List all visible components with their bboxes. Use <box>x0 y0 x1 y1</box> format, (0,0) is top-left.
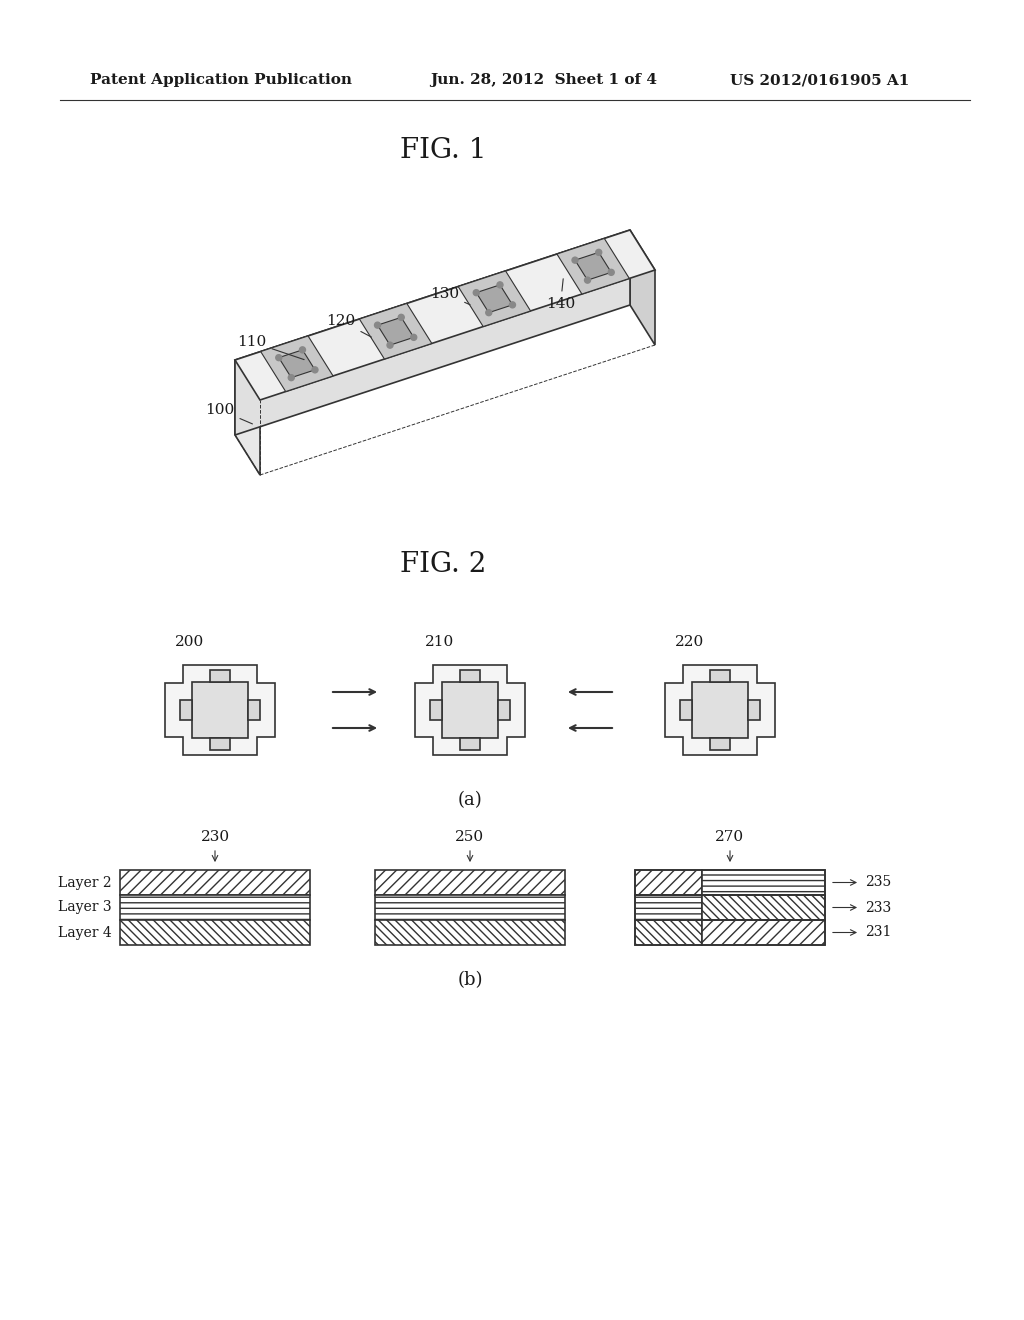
Polygon shape <box>165 665 275 755</box>
Text: Layer 4: Layer 4 <box>58 925 112 940</box>
Bar <box>375 920 565 945</box>
Text: 250: 250 <box>456 830 484 843</box>
Bar <box>635 870 701 895</box>
Text: Layer 3: Layer 3 <box>58 900 112 915</box>
Bar <box>375 870 565 895</box>
Bar <box>701 870 825 895</box>
Bar <box>701 895 825 920</box>
Text: Patent Application Publication: Patent Application Publication <box>90 73 352 87</box>
Polygon shape <box>557 239 630 294</box>
Text: US 2012/0161905 A1: US 2012/0161905 A1 <box>730 73 909 87</box>
Text: FIG. 2: FIG. 2 <box>400 552 486 578</box>
Polygon shape <box>279 350 315 378</box>
Polygon shape <box>234 360 260 475</box>
Bar <box>120 895 310 920</box>
Circle shape <box>473 289 479 296</box>
Bar <box>193 682 248 738</box>
Bar <box>460 738 480 750</box>
Text: 120: 120 <box>327 314 372 337</box>
Bar <box>180 700 193 719</box>
Polygon shape <box>378 317 414 345</box>
Text: 231: 231 <box>865 925 891 940</box>
Text: 110: 110 <box>238 335 304 359</box>
Text: (a): (a) <box>458 791 482 809</box>
Bar <box>710 738 730 750</box>
Circle shape <box>596 249 602 255</box>
Text: 270: 270 <box>716 830 744 843</box>
Polygon shape <box>476 285 512 313</box>
Bar <box>120 920 310 945</box>
Bar <box>375 870 565 895</box>
Circle shape <box>585 277 591 284</box>
Circle shape <box>608 269 614 276</box>
Circle shape <box>289 375 294 380</box>
Bar <box>635 895 825 920</box>
Text: 220: 220 <box>676 635 705 649</box>
Text: 235: 235 <box>865 875 891 890</box>
Bar <box>248 700 260 719</box>
Bar <box>635 870 825 895</box>
Text: (b): (b) <box>458 972 482 989</box>
Bar <box>498 700 510 719</box>
Text: 140: 140 <box>546 279 575 310</box>
Circle shape <box>411 334 417 341</box>
Text: 200: 200 <box>175 635 205 649</box>
Bar <box>375 895 565 920</box>
Bar <box>635 920 825 945</box>
Bar <box>375 895 565 920</box>
Circle shape <box>312 367 318 372</box>
Bar <box>442 682 498 738</box>
Bar <box>701 895 825 920</box>
Circle shape <box>275 355 282 360</box>
Bar <box>210 738 230 750</box>
Polygon shape <box>665 665 775 755</box>
Text: Layer 2: Layer 2 <box>58 875 112 890</box>
Bar <box>701 920 825 945</box>
Bar <box>430 700 442 719</box>
Polygon shape <box>234 230 630 436</box>
Circle shape <box>497 282 503 288</box>
Bar <box>748 700 760 719</box>
Circle shape <box>387 342 393 348</box>
Text: 233: 233 <box>865 900 891 915</box>
Polygon shape <box>458 271 530 326</box>
Bar <box>120 895 310 920</box>
Circle shape <box>299 347 305 352</box>
Circle shape <box>510 302 515 308</box>
Text: 210: 210 <box>425 635 455 649</box>
Bar <box>120 870 310 895</box>
Bar <box>210 671 230 682</box>
Bar <box>120 870 310 895</box>
Circle shape <box>572 257 578 263</box>
Text: FIG. 1: FIG. 1 <box>400 136 486 164</box>
Bar <box>692 682 748 738</box>
Text: Jun. 28, 2012  Sheet 1 of 4: Jun. 28, 2012 Sheet 1 of 4 <box>430 73 657 87</box>
Bar <box>375 920 565 945</box>
Polygon shape <box>261 337 333 392</box>
Circle shape <box>375 322 381 329</box>
Polygon shape <box>359 304 432 359</box>
Bar <box>120 920 310 945</box>
Circle shape <box>485 310 492 315</box>
Bar <box>635 895 701 920</box>
Polygon shape <box>630 230 655 345</box>
Bar <box>635 920 701 945</box>
Bar <box>701 920 825 945</box>
Bar <box>710 671 730 682</box>
Bar <box>701 870 825 895</box>
Text: 230: 230 <box>201 830 229 843</box>
Polygon shape <box>415 665 525 755</box>
Bar <box>680 700 692 719</box>
Bar <box>635 895 701 920</box>
Text: 100: 100 <box>206 403 253 424</box>
Polygon shape <box>234 230 655 400</box>
Circle shape <box>398 314 404 321</box>
Text: 130: 130 <box>430 286 470 305</box>
Bar <box>635 870 701 895</box>
Bar <box>460 671 480 682</box>
Bar <box>635 920 701 945</box>
Polygon shape <box>575 252 611 280</box>
